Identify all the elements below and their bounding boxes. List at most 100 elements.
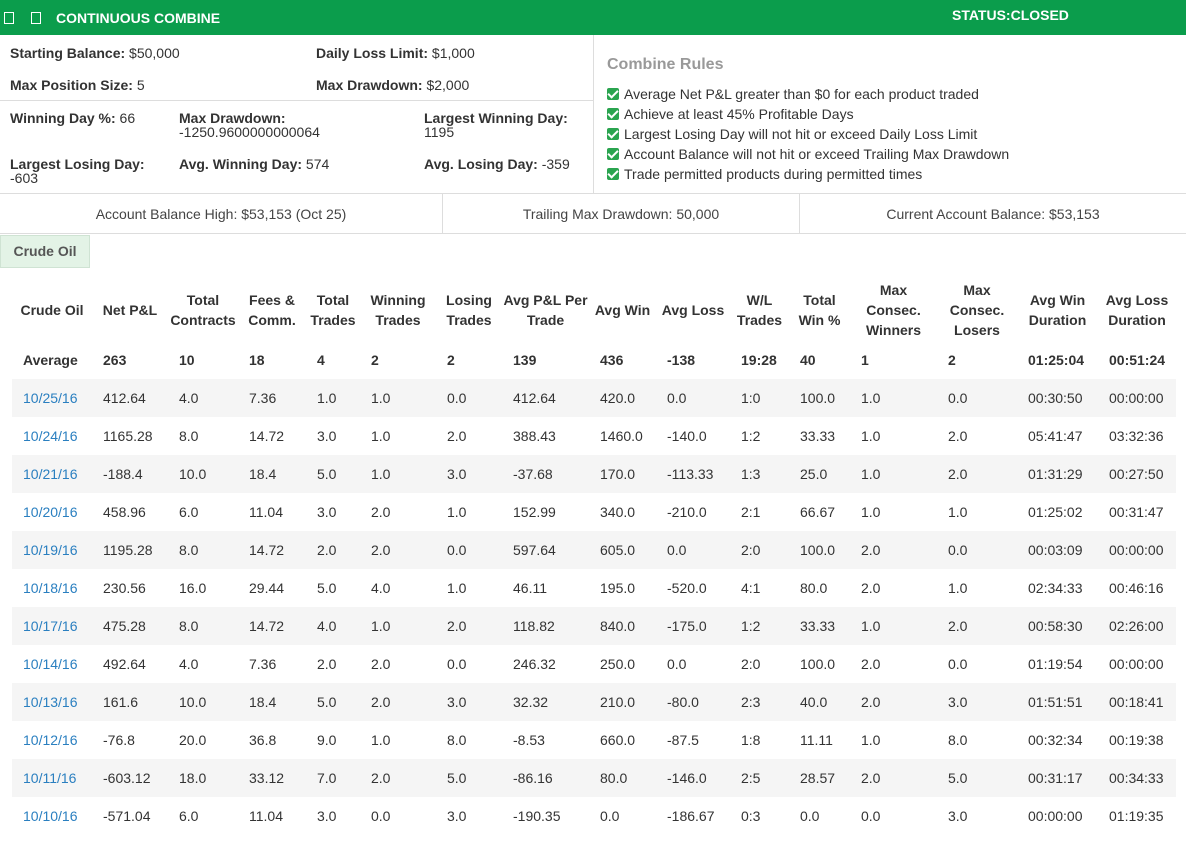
cell: 1:3 <box>730 455 789 493</box>
cell: 436 <box>600 352 624 368</box>
date-link[interactable]: 10/19/16 <box>23 542 78 558</box>
cell: 3.0 <box>436 455 502 493</box>
cell: 458.96 <box>103 504 146 520</box>
cell: 7.36 <box>249 656 277 672</box>
cell: 5.0 <box>306 455 360 493</box>
cell: 10/14/16 <box>12 645 92 683</box>
cell: 00:19:38 <box>1109 732 1164 748</box>
cell: 2 <box>447 352 455 368</box>
cell: 2:3 <box>730 683 789 721</box>
cell: 230.56 <box>103 580 146 596</box>
cell: 2:1 <box>741 504 761 520</box>
cell: 11.11 <box>800 732 833 748</box>
cell: 1.0 <box>360 607 436 645</box>
cell: 1.0 <box>948 504 968 520</box>
stat: Avg. Losing Day: -359 <box>424 157 570 171</box>
cell: 170.0 <box>589 455 656 493</box>
date-link[interactable]: 10/12/16 <box>23 732 78 748</box>
cell: 0.0 <box>436 379 502 417</box>
column-header: Losing Trades <box>446 292 492 328</box>
cell: -571.04 <box>103 808 151 824</box>
column-header: Avg Win Duration <box>1028 292 1087 328</box>
cell: 10.0 <box>168 683 238 721</box>
column-header: Crude Oil <box>20 302 84 318</box>
summary-bar: Account Balance High: $53,153 (Oct 25) T… <box>0 193 1186 234</box>
date-link[interactable]: 10/10/16 <box>23 808 78 824</box>
cell: 3.0 <box>317 428 337 444</box>
cell: -520.0 <box>667 580 707 596</box>
cell: 1.0 <box>948 580 968 596</box>
data-row: 10/17/16 475.28 8.0 14.72 4.0 1.0 2.0 118.82 840… <box>12 607 1176 645</box>
rule-text: Average Net P&L greater than $0 for each… <box>624 86 979 102</box>
label: Starting Balance: <box>10 45 126 61</box>
cell: 118.82 <box>502 607 589 645</box>
stat: Largest Losing Day: -603 <box>10 157 145 185</box>
cell: 0.0 <box>800 808 820 824</box>
date-link[interactable]: 10/21/16 <box>23 466 78 482</box>
cell: 1460.0 <box>600 428 643 444</box>
cell: 00:31:17 <box>1017 759 1098 797</box>
icon <box>31 12 41 24</box>
left-panel <box>0 35 594 193</box>
date-link[interactable]: 10/17/16 <box>23 618 78 634</box>
cell: 10/11/16 <box>12 759 92 797</box>
cell: -190.35 <box>513 808 561 824</box>
cell: 3.0 <box>436 683 502 721</box>
cell: 33.33 <box>789 607 850 645</box>
cell: 3.0 <box>317 504 337 520</box>
rules-title: Combine Rules <box>607 56 724 73</box>
cell: 1165.28 <box>103 428 153 444</box>
cell: 1.0 <box>371 428 391 444</box>
cell: 139 <box>513 352 537 368</box>
account-item: Daily Loss Limit: $1,000 <box>316 46 475 60</box>
cell: -175.0 <box>656 607 730 645</box>
cell: 2 <box>948 352 956 368</box>
cell: 10.0 <box>168 455 238 493</box>
cell: 6.0 <box>179 504 199 520</box>
stat: Largest Winning Day: 1195 <box>424 111 568 139</box>
date-link[interactable]: 10/13/16 <box>23 694 78 710</box>
date-link[interactable]: 10/24/16 <box>23 428 78 444</box>
column-header: W/L Trades <box>736 292 783 328</box>
cell: 8.0 <box>447 732 467 748</box>
cell: 2 <box>371 352 379 368</box>
value: -1250.9600000000064 <box>179 124 320 140</box>
title: CONTINUOUS COMBINE <box>56 10 221 26</box>
label: Winning Day %: <box>10 110 116 126</box>
date-link[interactable]: 10/20/16 <box>23 504 78 520</box>
cell: 2:0 <box>741 656 761 672</box>
data-row: 10/14/16 492.64 4.0 7.36 2.0 2.0 0.0 246.32 250.… <box>12 645 1176 683</box>
date-link[interactable]: 10/14/16 <box>23 656 78 672</box>
value: 574 <box>305 156 330 172</box>
stat: Avg. Winning Day: 574 <box>179 157 329 171</box>
cell: 4.0 <box>371 580 391 596</box>
cell: 2.0 <box>306 531 360 569</box>
cell: -140.0 <box>667 428 707 444</box>
icon <box>4 12 14 24</box>
data-row: 10/25/16 412.64 4.0 7.36 1.0 1.0 0.0 412.64 420.… <box>12 379 1176 417</box>
cell: 1.0 <box>850 455 937 493</box>
cell: 01:19:54 <box>1028 656 1083 672</box>
cell: 46.11 <box>513 580 547 596</box>
results-table: Crude Oil Net P&L Total Contracts Fees & Co… <box>12 279 1176 835</box>
cell: 0.0 <box>436 531 502 569</box>
cell: 2.0 <box>447 428 467 444</box>
date-link[interactable]: 10/11/16 <box>23 770 77 786</box>
cell: 597.64 <box>502 531 589 569</box>
column-header: Net P&L <box>102 302 158 318</box>
date-link[interactable]: 10/18/16 <box>23 580 78 596</box>
product-tab[interactable]: Crude Oil <box>0 235 90 268</box>
cell: 10/12/16 <box>12 721 92 759</box>
cell: 2.0 <box>371 504 391 520</box>
label: Max Drawdown: <box>179 110 286 126</box>
cell: 01:25:02 <box>1028 504 1083 520</box>
cell: 11.04 <box>249 808 283 824</box>
value: 66 <box>119 110 136 126</box>
rule-text: Trade permitted products during permitte… <box>624 166 923 182</box>
cell: 1.0 <box>861 732 881 748</box>
cell: -146.0 <box>656 759 730 797</box>
cell: 01:25:04 <box>1028 352 1085 368</box>
date-link[interactable]: 10/25/16 <box>23 390 78 406</box>
check-icon <box>607 88 619 100</box>
